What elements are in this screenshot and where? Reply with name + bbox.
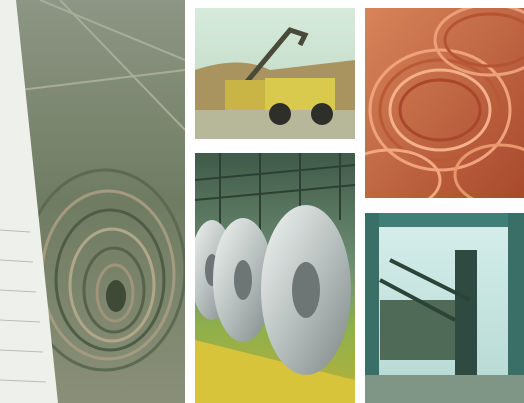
truck-wheel xyxy=(269,103,291,125)
copper-photo xyxy=(365,8,524,198)
mine-road xyxy=(19,0,185,131)
truck-photo xyxy=(195,8,355,139)
plant-beam xyxy=(365,213,524,227)
coil-core xyxy=(292,262,320,318)
excavator-body xyxy=(225,80,265,110)
paper-edge xyxy=(0,0,58,403)
plant-pillar xyxy=(508,213,524,403)
mill-structure xyxy=(195,153,355,240)
mill-floor-line xyxy=(195,340,355,403)
plant-ground xyxy=(365,375,524,403)
mine-pit-bottom xyxy=(106,280,126,312)
coil-core xyxy=(234,260,252,300)
plant-pipe xyxy=(379,258,471,322)
plant-pillar xyxy=(365,213,379,403)
paper-lines xyxy=(0,229,47,383)
mine-photo xyxy=(0,0,185,403)
plant-photo xyxy=(365,213,524,403)
copper-tubes xyxy=(365,8,524,198)
truck-wheel xyxy=(311,103,333,125)
plant-building xyxy=(380,300,455,360)
steel-coil-photo xyxy=(195,153,355,403)
excavator-arm xyxy=(238,27,309,92)
plant-tower xyxy=(455,250,477,380)
